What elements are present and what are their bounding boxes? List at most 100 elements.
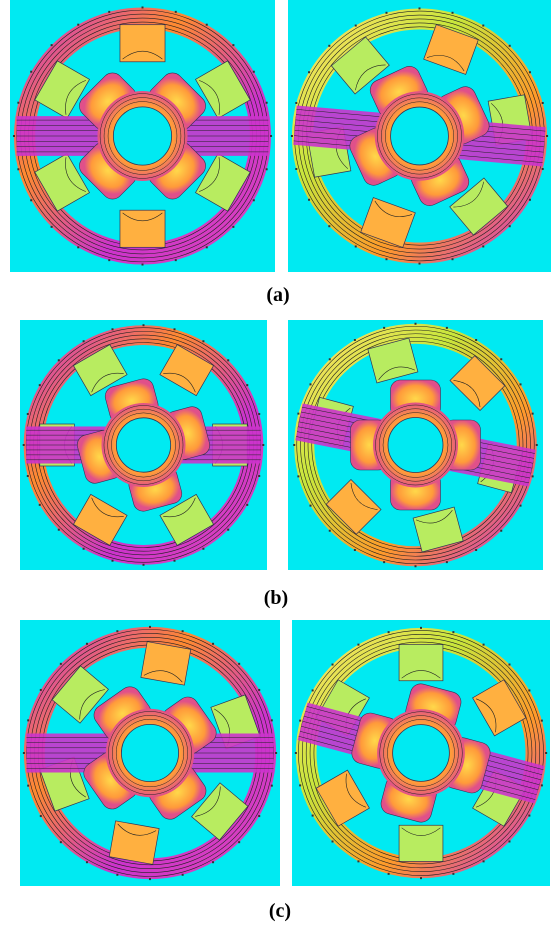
mesh-node — [202, 340, 204, 342]
mesh-node — [23, 444, 25, 446]
mesh-node — [529, 199, 531, 201]
mesh-node — [536, 444, 538, 446]
mesh-node — [77, 246, 79, 248]
mesh-node — [202, 548, 204, 550]
mesh-node — [295, 752, 297, 754]
caption: (b) — [246, 587, 306, 610]
mesh-node — [266, 168, 268, 170]
mesh-node — [271, 785, 273, 787]
mesh-node — [17, 102, 19, 104]
mesh-node — [332, 840, 334, 842]
mesh-node — [111, 560, 113, 562]
mesh-node — [388, 631, 390, 633]
mesh-node — [355, 25, 357, 27]
mesh-node — [329, 530, 331, 532]
mesh-node — [258, 413, 260, 415]
stator-tooth — [120, 25, 165, 62]
mesh-node — [500, 530, 502, 532]
mesh-node — [116, 874, 118, 876]
mesh-node — [446, 327, 448, 329]
mesh-node — [354, 339, 356, 341]
mesh-node — [174, 328, 176, 330]
figure-a-right — [288, 0, 551, 272]
mesh-node — [308, 71, 310, 73]
mesh-node — [258, 475, 260, 477]
mesh-node — [528, 815, 530, 817]
shaft — [393, 725, 450, 782]
mesh-node — [182, 630, 184, 632]
mesh-node — [206, 246, 208, 248]
shaft — [113, 107, 171, 165]
mesh-node — [542, 168, 544, 170]
shaft — [121, 724, 178, 781]
mesh-node — [212, 643, 214, 645]
mesh-node — [383, 327, 385, 329]
mesh-node — [175, 11, 177, 13]
mesh-node — [182, 874, 184, 876]
mesh-node — [446, 561, 448, 563]
mesh-node — [508, 664, 510, 666]
mesh-node — [39, 504, 41, 506]
mesh-node — [262, 444, 264, 446]
mesh-node — [246, 504, 248, 506]
stator-tooth — [120, 210, 165, 247]
mesh-node — [149, 878, 151, 880]
caption: (a) — [248, 284, 308, 307]
stator-tooth — [109, 821, 159, 865]
mesh-node — [27, 719, 29, 721]
mesh-node — [508, 840, 510, 842]
mesh-node — [258, 689, 260, 691]
mesh-node — [388, 873, 390, 875]
figure-b-right — [288, 320, 543, 570]
mesh-node — [419, 263, 421, 265]
mesh-node — [275, 752, 277, 754]
mesh-node — [253, 199, 255, 201]
mesh-node — [357, 644, 359, 646]
mesh-node — [383, 561, 385, 563]
mesh-node — [149, 626, 151, 628]
figure-a-left — [10, 0, 275, 272]
mesh-node — [17, 168, 19, 170]
mesh-node — [60, 841, 62, 843]
mesh-node — [328, 225, 330, 227]
mesh-node — [546, 135, 548, 137]
mesh-node — [143, 324, 145, 326]
mesh-node — [297, 413, 299, 415]
mesh-node — [258, 815, 260, 817]
mesh-node — [293, 444, 295, 446]
mesh-node — [27, 475, 29, 477]
mesh-node — [13, 135, 15, 137]
mesh-node — [238, 663, 240, 665]
mesh-node — [238, 841, 240, 843]
mesh-node — [206, 24, 208, 26]
mesh-node — [295, 168, 297, 170]
mesh-node — [142, 6, 144, 8]
mesh-node — [27, 785, 29, 787]
mesh-node — [475, 339, 477, 341]
mesh-node — [529, 71, 531, 73]
mesh-node — [266, 102, 268, 104]
mesh-node — [542, 102, 544, 104]
mesh-node — [232, 226, 234, 228]
figure-c-left — [20, 620, 280, 886]
mesh-node — [108, 259, 110, 261]
mesh-node — [295, 102, 297, 104]
mesh-node — [328, 45, 330, 47]
mesh-node — [143, 564, 145, 566]
mesh-node — [385, 12, 387, 14]
mesh-node — [77, 24, 79, 26]
mesh-node — [312, 815, 314, 817]
mesh-node — [212, 861, 214, 863]
mesh-node — [23, 752, 25, 754]
mesh-node — [420, 877, 422, 879]
mesh-node — [532, 475, 534, 477]
mesh-node — [175, 259, 177, 261]
mesh-node — [27, 413, 29, 415]
mesh-node — [354, 549, 356, 551]
mesh-node — [509, 45, 511, 47]
mesh-node — [452, 873, 454, 875]
mesh-node — [297, 475, 299, 477]
shaft — [391, 107, 449, 165]
mesh-node — [232, 44, 234, 46]
mesh-node — [58, 359, 60, 361]
